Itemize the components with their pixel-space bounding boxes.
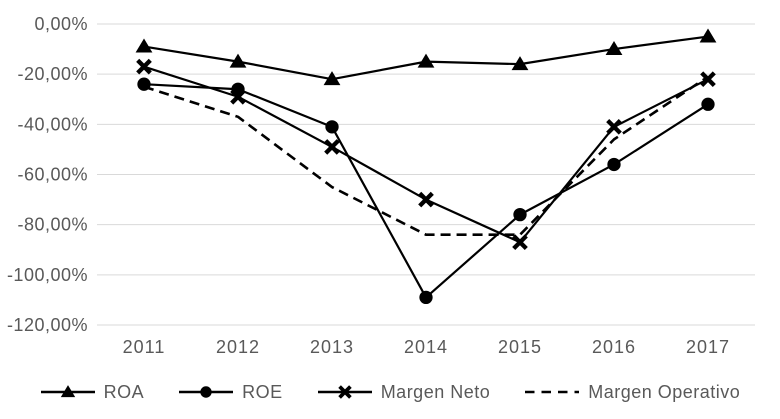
- y-axis-tick-label: -80,00%: [17, 215, 88, 235]
- x-axis-tick-label: 2014: [404, 337, 448, 357]
- circle-marker: [701, 97, 715, 111]
- legend-item-roa: ROA: [40, 382, 145, 403]
- triangle-marker: [605, 41, 623, 56]
- x-marker: [606, 119, 622, 135]
- circle-line-icon: [179, 386, 234, 398]
- circle-marker: [419, 290, 433, 305]
- triangle-marker: [323, 71, 341, 86]
- legend-label: ROA: [103, 381, 145, 402]
- x-line-icon: [317, 385, 372, 399]
- x-marker: [418, 191, 434, 208]
- x-axis-tick-label: 2015: [498, 337, 542, 357]
- series-line-margen-neto: [143, 65, 709, 244]
- x-axis-tick-label: 2013: [310, 337, 354, 357]
- y-axis-tick-label: -100,00%: [7, 265, 88, 285]
- triangle-marker: [417, 53, 435, 68]
- series-line-roe: [143, 83, 709, 299]
- dashed-line-icon: [525, 390, 580, 394]
- legend-item-margen-neto: Margen Neto: [317, 382, 491, 403]
- x-marker: [700, 71, 716, 88]
- x-axis-tick-label: 2016: [592, 337, 636, 357]
- y-axis-tick-label: 0,00%: [34, 14, 88, 34]
- legend-item-margen-operativo: Margen Operativo: [524, 382, 740, 403]
- legend-label: Margen Neto: [380, 381, 491, 402]
- circle-marker: [325, 120, 339, 134]
- x-axis-tick-label: 2017: [686, 337, 730, 357]
- legend-item-roe: ROE: [178, 382, 283, 403]
- circle-marker: [200, 386, 212, 398]
- x-marker: [512, 234, 528, 251]
- y-axis-tick-label: -60,00%: [17, 165, 88, 185]
- triangle-marker: [511, 56, 529, 71]
- line-chart-plot: 0,00% -20,00% -40,00% -60,00% -80,00% -100,00…: [7, 14, 755, 357]
- legend-label: Margen Operativo: [588, 381, 741, 402]
- x-marker: [324, 139, 340, 155]
- x-marker: [136, 58, 152, 75]
- x-axis-tick-label: 2011: [123, 337, 166, 357]
- triangle-line-icon: [40, 385, 95, 398]
- triangle-marker: [229, 53, 247, 68]
- y-axis-tick-label: -120,00%: [7, 315, 88, 335]
- circle-marker: [513, 207, 527, 222]
- triangle-marker: [135, 38, 153, 53]
- x-marker: [230, 88, 246, 105]
- legend-label: ROE: [242, 381, 283, 402]
- x-marker: [337, 385, 352, 399]
- circle-marker: [137, 77, 151, 91]
- triangle-marker: [60, 385, 75, 398]
- y-axis-tick-label: -20,00%: [17, 64, 88, 84]
- chart-legend: ROA ROE Margen Neto Margen Operativo: [0, 370, 780, 414]
- circle-marker: [607, 157, 621, 172]
- y-axis-tick-label: -40,00%: [17, 114, 88, 134]
- x-axis-tick-label: 2012: [216, 337, 260, 357]
- series-line-margen-operativo: [143, 75, 709, 236]
- triangle-marker: [699, 28, 717, 43]
